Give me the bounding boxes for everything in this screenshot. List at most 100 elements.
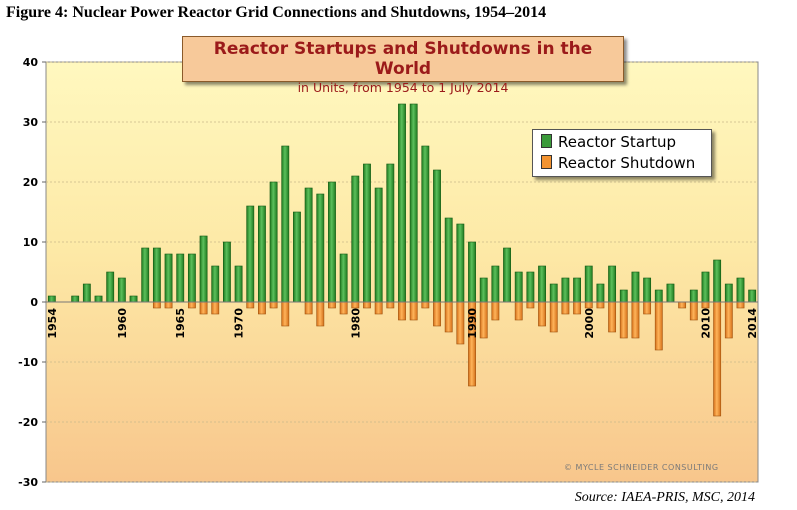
bar-startup-2010 <box>701 271 710 303</box>
bar-shutdown-2004 <box>631 301 640 339</box>
bar-startup-1967 <box>199 235 208 303</box>
watermark: © MYCLE SCHNEIDER CONSULTING <box>564 463 719 472</box>
bars <box>46 103 758 417</box>
x-tick-label: 1970 <box>233 308 246 339</box>
bar-startup-1981 <box>363 163 371 303</box>
bar-shutdown-1967 <box>199 301 208 315</box>
y-tick-label: 10 <box>23 236 39 249</box>
bar-startup-2005 <box>643 277 652 303</box>
bar-startup-1997 <box>549 283 558 303</box>
bar-shutdown-1968 <box>211 301 220 315</box>
bar-startup-1954 <box>47 295 56 303</box>
bar-startup-2002 <box>608 265 617 303</box>
bar-startup-1990 <box>468 241 476 303</box>
bar-shutdown-1981 <box>363 301 371 309</box>
bar-shutdown-1964 <box>164 301 173 309</box>
bar-startup-1975 <box>293 211 301 303</box>
bar-shutdown-2010 <box>701 301 710 309</box>
bar-shutdown-1988 <box>444 301 453 333</box>
bar-startup-2014 <box>748 289 757 303</box>
chart-title: Reactor Startups and Shutdowns in the Wo… <box>213 39 593 79</box>
bar-startup-1999 <box>573 277 582 303</box>
source-note: Source: IAEA-PRIS, MSC, 2014 <box>574 490 755 505</box>
bar-startup-1984 <box>398 103 406 303</box>
x-tick-label: 1960 <box>116 308 129 339</box>
bar-startup-2001 <box>596 283 605 303</box>
bar-shutdown-1996 <box>538 301 546 327</box>
legend-item-shutdown: Reactor Shutdown <box>541 154 695 172</box>
bar-startup-1977 <box>316 193 325 303</box>
bar-startup-1966 <box>187 253 196 303</box>
bar-startup-1973 <box>269 181 278 303</box>
bar-startup-1970 <box>234 265 243 303</box>
bar-startup-1976 <box>304 187 313 303</box>
bar-shutdown-1978 <box>328 301 336 309</box>
bar-startup-1979 <box>339 253 348 303</box>
bar-startup-1957 <box>82 283 91 303</box>
bar-startup-2012 <box>724 283 733 303</box>
bar-shutdown-1994 <box>514 301 523 321</box>
bar-shutdown-2011 <box>713 301 722 417</box>
bar-shutdown-2012 <box>724 301 733 339</box>
bar-shutdown-1977 <box>316 301 325 327</box>
bar-startup-1993 <box>503 247 511 303</box>
bar-shutdown-2001 <box>596 301 605 309</box>
bar-startup-1965 <box>176 253 185 303</box>
bar-startup-1988 <box>444 217 453 303</box>
bar-shutdown-2003 <box>619 301 628 339</box>
x-tick-label: 1980 <box>349 308 362 339</box>
figure-title: Figure 4: Nuclear Power Reactor Grid Con… <box>6 4 547 21</box>
x-tick-label: 1954 <box>46 308 59 339</box>
chart-title-box: Reactor Startups and Shutdowns in the Wo… <box>182 36 624 95</box>
bar-startup-1964 <box>164 253 173 303</box>
x-axis: 1954 1960 1965 1970 1980 1990 2000 2010 2014 <box>46 308 759 339</box>
bar-shutdown-1973 <box>269 301 278 309</box>
x-tick-label: 2010 <box>699 308 712 339</box>
bar-shutdown-1992 <box>491 301 500 321</box>
x-tick-label: 2000 <box>583 308 596 339</box>
bar-startup-1996 <box>538 265 546 303</box>
bar-startup-1968 <box>211 265 220 303</box>
bar-startup-2011 <box>713 259 722 303</box>
bar-startup-2004 <box>631 271 640 303</box>
bar-shutdown-2013 <box>736 301 745 309</box>
bar-startup-1960 <box>117 277 126 303</box>
x-tick-label: 2014 <box>746 308 759 339</box>
legend-label-shutdown: Reactor Shutdown <box>558 154 696 172</box>
bar-shutdown-1995 <box>526 301 535 309</box>
bar-startup-1978 <box>328 181 336 303</box>
bar-startup-1980 <box>351 175 360 303</box>
bar-shutdown-1989 <box>456 301 465 345</box>
bar-startup-2013 <box>736 277 745 303</box>
bar-shutdown-1966 <box>187 301 196 309</box>
bar-shutdown-1991 <box>479 301 488 339</box>
bar-startup-1972 <box>258 205 266 303</box>
bar-startup-1969 <box>222 241 231 303</box>
bar-startup-1985 <box>409 103 418 303</box>
bar-shutdown-1999 <box>573 301 582 315</box>
bar-shutdown-2000 <box>584 301 593 309</box>
x-tick-label: 1990 <box>466 308 479 339</box>
bar-startup-1962 <box>141 247 150 303</box>
x-tick-label: 1965 <box>174 308 187 339</box>
bar-shutdown-1971 <box>246 301 255 309</box>
y-tick-label: 40 <box>23 56 39 69</box>
bar-shutdown-2006 <box>654 301 663 351</box>
bar-startup-1958 <box>94 295 103 303</box>
bar-shutdown-2009 <box>689 301 698 321</box>
bar-shutdown-1963 <box>152 301 161 309</box>
bar-startup-1983 <box>386 163 395 303</box>
y-tick-label: 0 <box>30 296 38 309</box>
bar-startup-1956 <box>71 295 80 303</box>
y-tick-label: -10 <box>18 356 38 369</box>
bar-startup-1991 <box>479 277 488 303</box>
legend-label-startup: Reactor Startup <box>558 133 677 151</box>
y-tick-label: 20 <box>23 176 39 189</box>
chart-subtitle: in Units, from 1954 to 1 July 2014 <box>297 80 509 95</box>
bar-startup-1994 <box>514 271 523 303</box>
bar-shutdown-1974 <box>281 301 290 327</box>
bar-startup-1987 <box>433 169 441 303</box>
bar-startup-2009 <box>689 289 698 303</box>
legend-item-startup: Reactor Startup <box>541 133 676 151</box>
bar-startup-2000 <box>584 265 593 303</box>
